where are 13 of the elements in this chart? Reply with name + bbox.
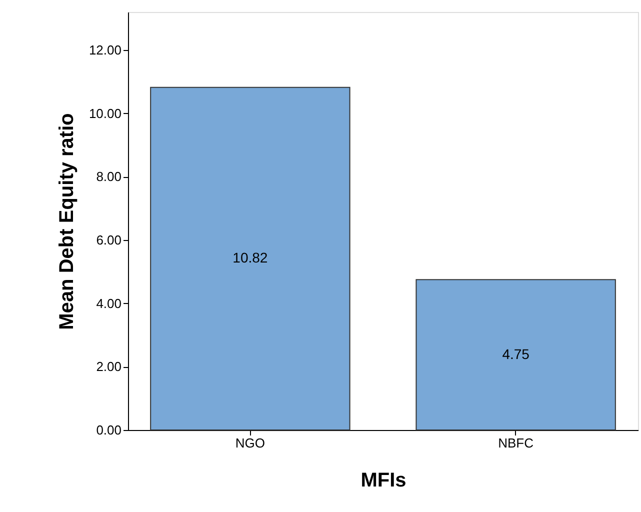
y-tick-label: 12.00 [88,42,122,58]
y-axis-title: Mean Debt Equity ratio [56,113,78,330]
y-tick-label: 8.00 [96,169,122,184]
x-tick-label: NGO [235,436,265,450]
y-tick-label: 0.00 [96,422,122,438]
y-tick-label: 10.00 [88,106,122,121]
data-label: 4.75 [502,346,530,362]
x-axis-title: MFIs [360,470,406,492]
y-tick-label: 6.00 [96,232,122,248]
x-tick-label: NBFC [498,436,534,450]
y-tick-label: 4.00 [96,296,122,311]
y-tick-label: 2.00 [96,359,122,374]
data-label: 10.82 [232,250,268,266]
